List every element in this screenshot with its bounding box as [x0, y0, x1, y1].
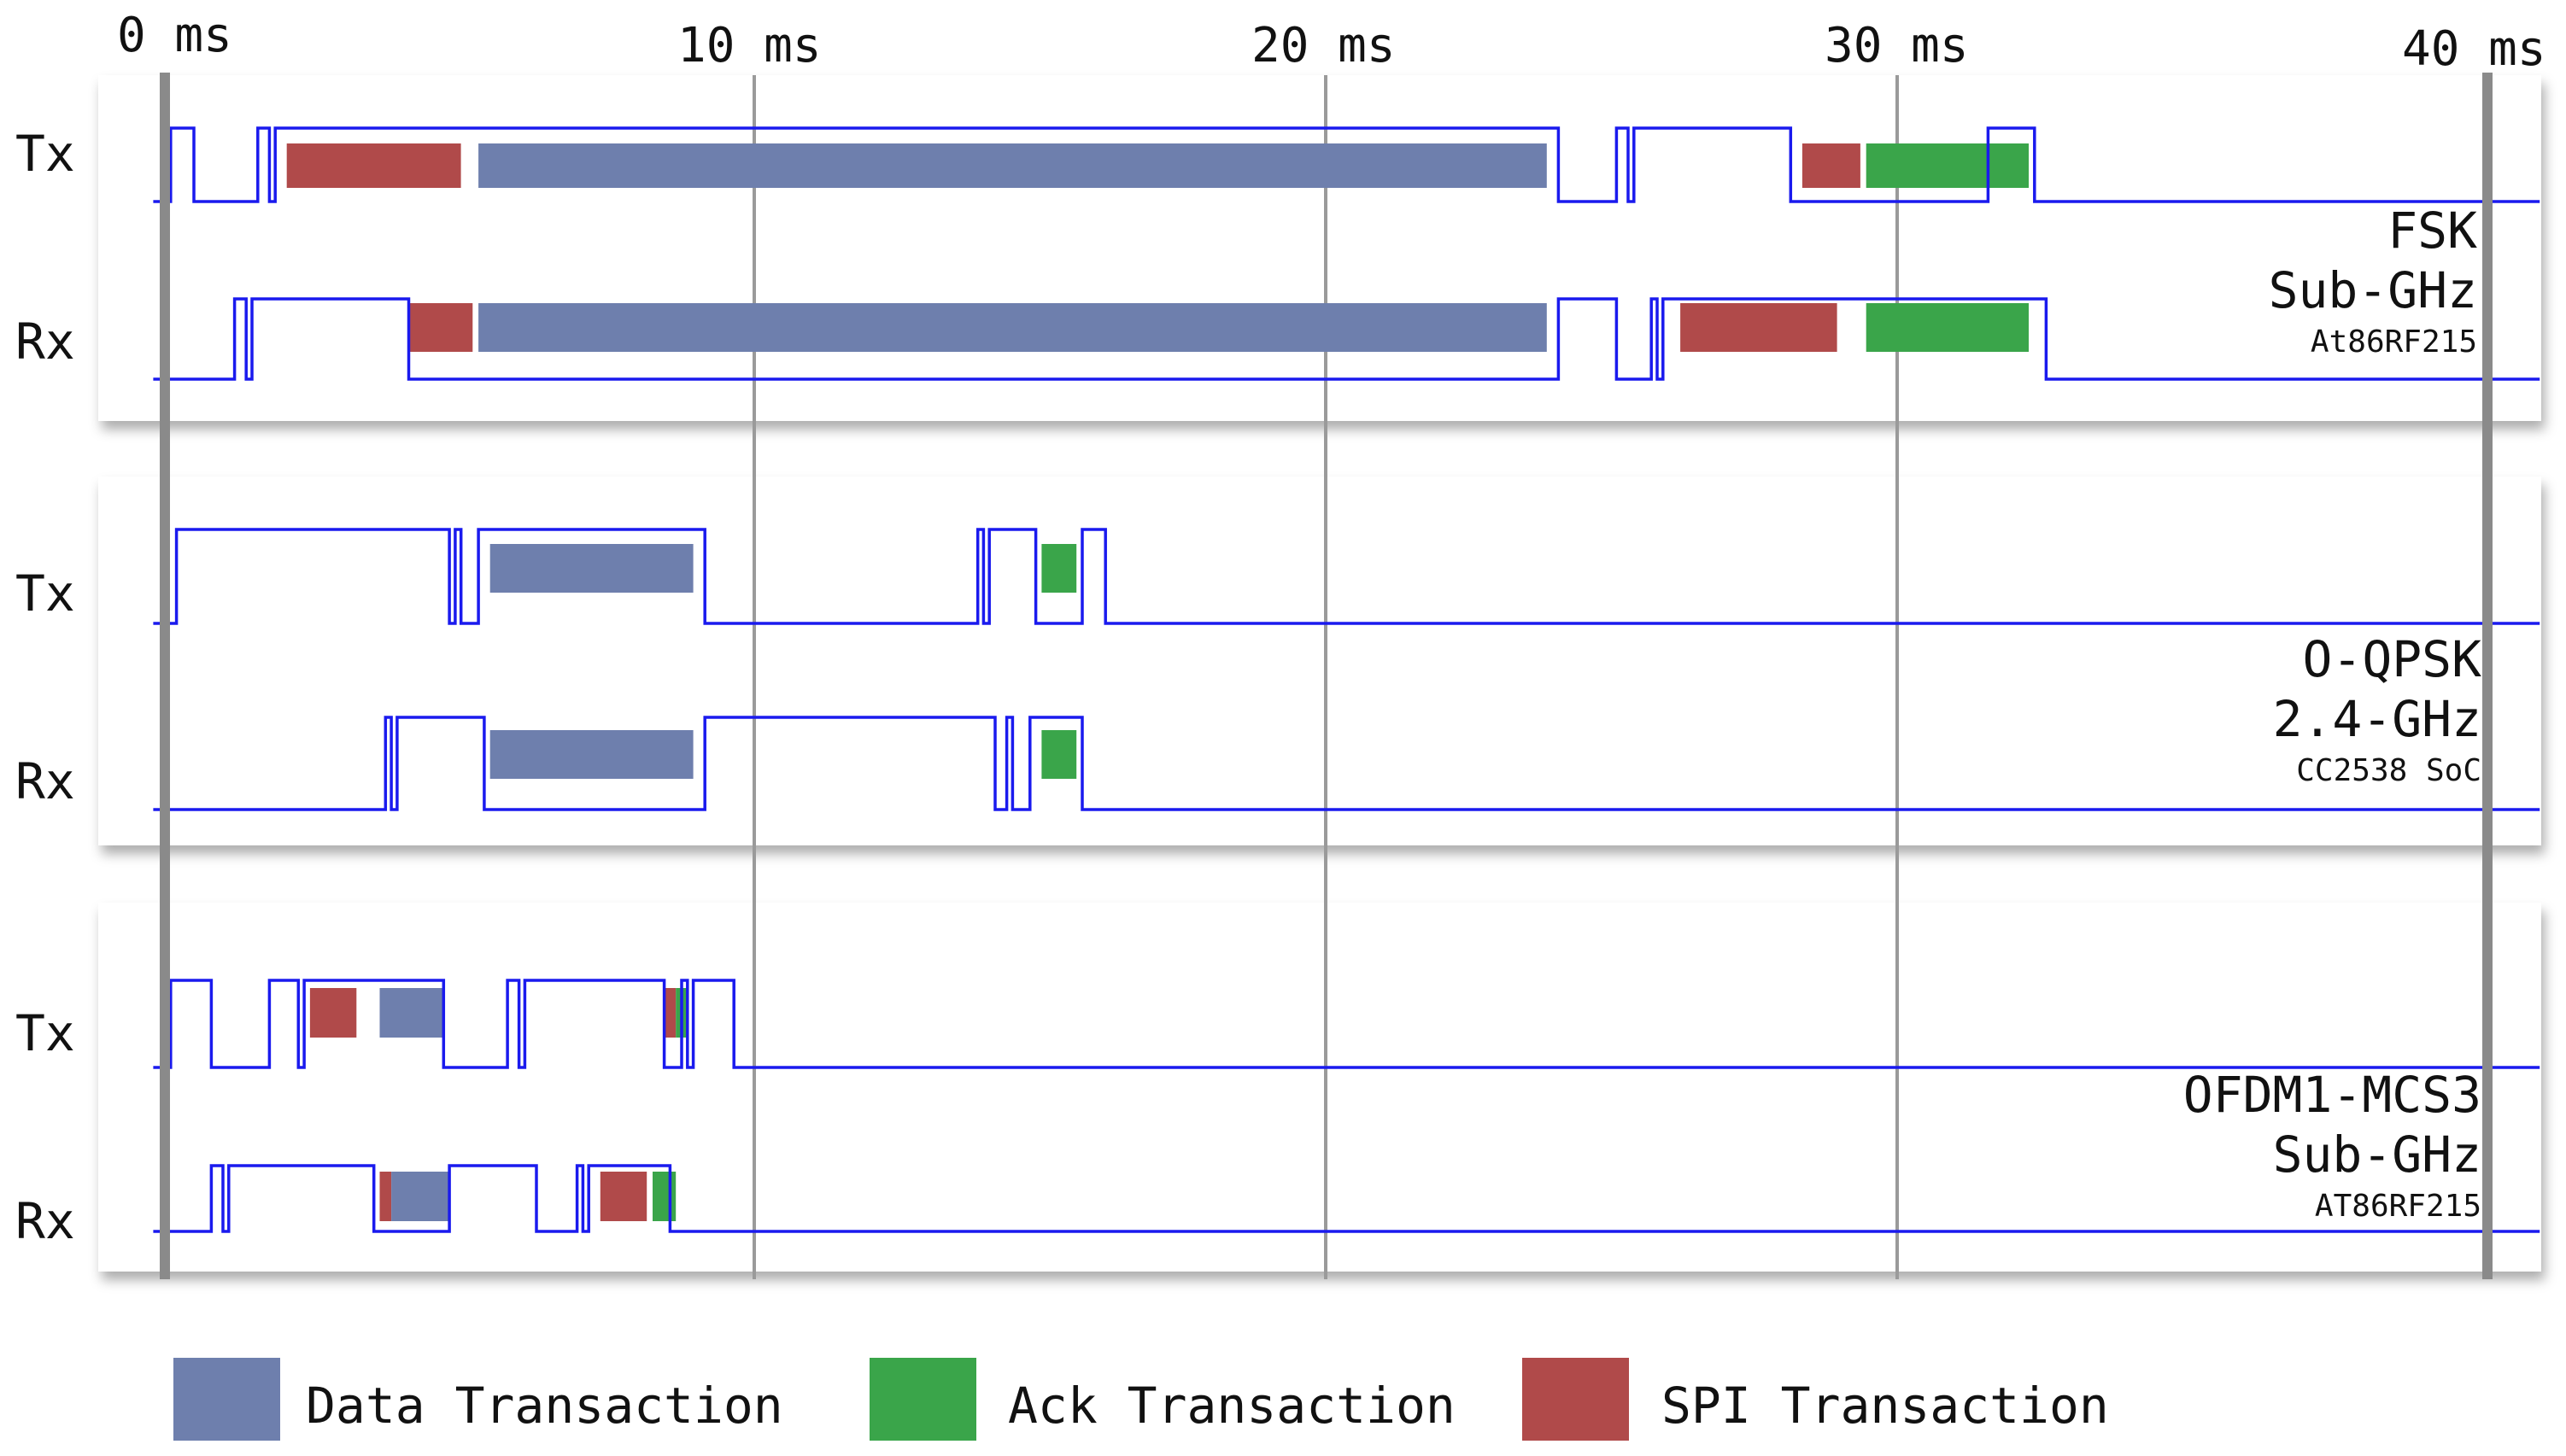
fsk-panel — [98, 75, 2541, 421]
legend: Data Transaction Ack Transaction SPI Tra… — [173, 1358, 2109, 1441]
ofdm-tx-data-block — [379, 988, 444, 1038]
ofdm-rx-waveform — [153, 1164, 2540, 1233]
fsk-rx-spi-block — [408, 303, 473, 352]
fsk-rx-data-block — [478, 303, 1547, 352]
ofdm-chip-label: AT86RF215 — [2315, 1189, 2481, 1224]
tick-label-20ms: 20 ms — [1251, 18, 1396, 73]
time-grid — [753, 75, 1899, 1279]
fsk-tx-spi-block — [1801, 143, 1860, 188]
legend-swatch-spi — [1522, 1358, 1629, 1441]
legend-label-ack: Ack Transaction — [1008, 1377, 1456, 1435]
channel-label: Tx — [15, 564, 75, 623]
legend-swatch-ack — [870, 1358, 976, 1441]
fsk-modulation-label: FSK — [2387, 202, 2477, 260]
tick-label-0ms: 0 ms — [117, 8, 232, 63]
fsk-tx-signal-line — [153, 126, 2540, 203]
oqpsk-rx-data-block — [489, 730, 694, 779]
channel-label: Rx — [15, 313, 75, 371]
oqpsk-panel — [98, 477, 2541, 845]
oqpsk-rx-ack-block — [1041, 730, 1077, 779]
oqpsk-chip-label: CC2538 SoC — [2296, 753, 2481, 788]
legend-label-spi: SPI Transaction — [1661, 1377, 2109, 1435]
legend-swatch-data — [173, 1358, 280, 1441]
channel-label: Rx — [15, 752, 75, 810]
ofdm-tx-spi-block — [309, 988, 357, 1038]
ofdm-panel — [98, 903, 2541, 1272]
fsk-rx-signal-line — [153, 297, 2540, 381]
ofdm-modulation-label: OFDM1-MCS3 — [2183, 1066, 2481, 1124]
fsk-rx-waveform — [153, 297, 2540, 381]
tick-label-40ms: 40 ms — [2402, 21, 2546, 77]
oqpsk-modulation-label: O-QPSK — [2302, 630, 2481, 688]
channel-label: Tx — [15, 125, 75, 183]
ofdm-tx-waveform — [153, 979, 2540, 1069]
oqpsk-band-label: 2.4-GHz — [2273, 690, 2481, 748]
channel-label: Tx — [15, 1004, 75, 1062]
tick-label-10ms: 10 ms — [677, 18, 822, 73]
ofdm-tx-signal-line — [153, 979, 2540, 1069]
oqpsk-rx-waveform — [153, 716, 2540, 811]
fsk-tx-waveform — [153, 126, 2540, 203]
fsk-rx-spi-block — [1680, 303, 1837, 352]
oqpsk-tx-ack-block — [1041, 544, 1077, 593]
legend-label-data: Data Transaction — [306, 1377, 783, 1435]
oqpsk-tx-data-block — [489, 544, 694, 593]
fsk-tx-spi-block — [286, 143, 461, 188]
fsk-tx-data-block — [478, 143, 1547, 188]
fsk-tx-ack-block — [1866, 143, 2029, 188]
fsk-chip-label: At86RF215 — [2311, 325, 2477, 360]
ofdm-rx-spi-block — [379, 1172, 392, 1221]
oqpsk-tx-signal-line — [153, 528, 2540, 625]
tick-label-30ms: 30 ms — [1825, 18, 1969, 73]
ofdm-tx-spi-block — [664, 988, 677, 1038]
ofdm-band-label: Sub-GHz — [2273, 1126, 2481, 1184]
ofdm-rx-spi-block — [600, 1172, 647, 1221]
ofdm-rx-ack-block — [653, 1172, 677, 1221]
channel-label: Rx — [15, 1192, 75, 1250]
oqpsk-tx-waveform — [153, 528, 2540, 625]
fsk-rx-ack-block — [1866, 303, 2029, 352]
oqpsk-rx-signal-line — [153, 716, 2540, 811]
ofdm-rx-signal-line — [153, 1164, 2540, 1233]
ofdm-rx-data-block — [391, 1172, 450, 1221]
fsk-band-label: Sub-GHz — [2269, 261, 2477, 319]
